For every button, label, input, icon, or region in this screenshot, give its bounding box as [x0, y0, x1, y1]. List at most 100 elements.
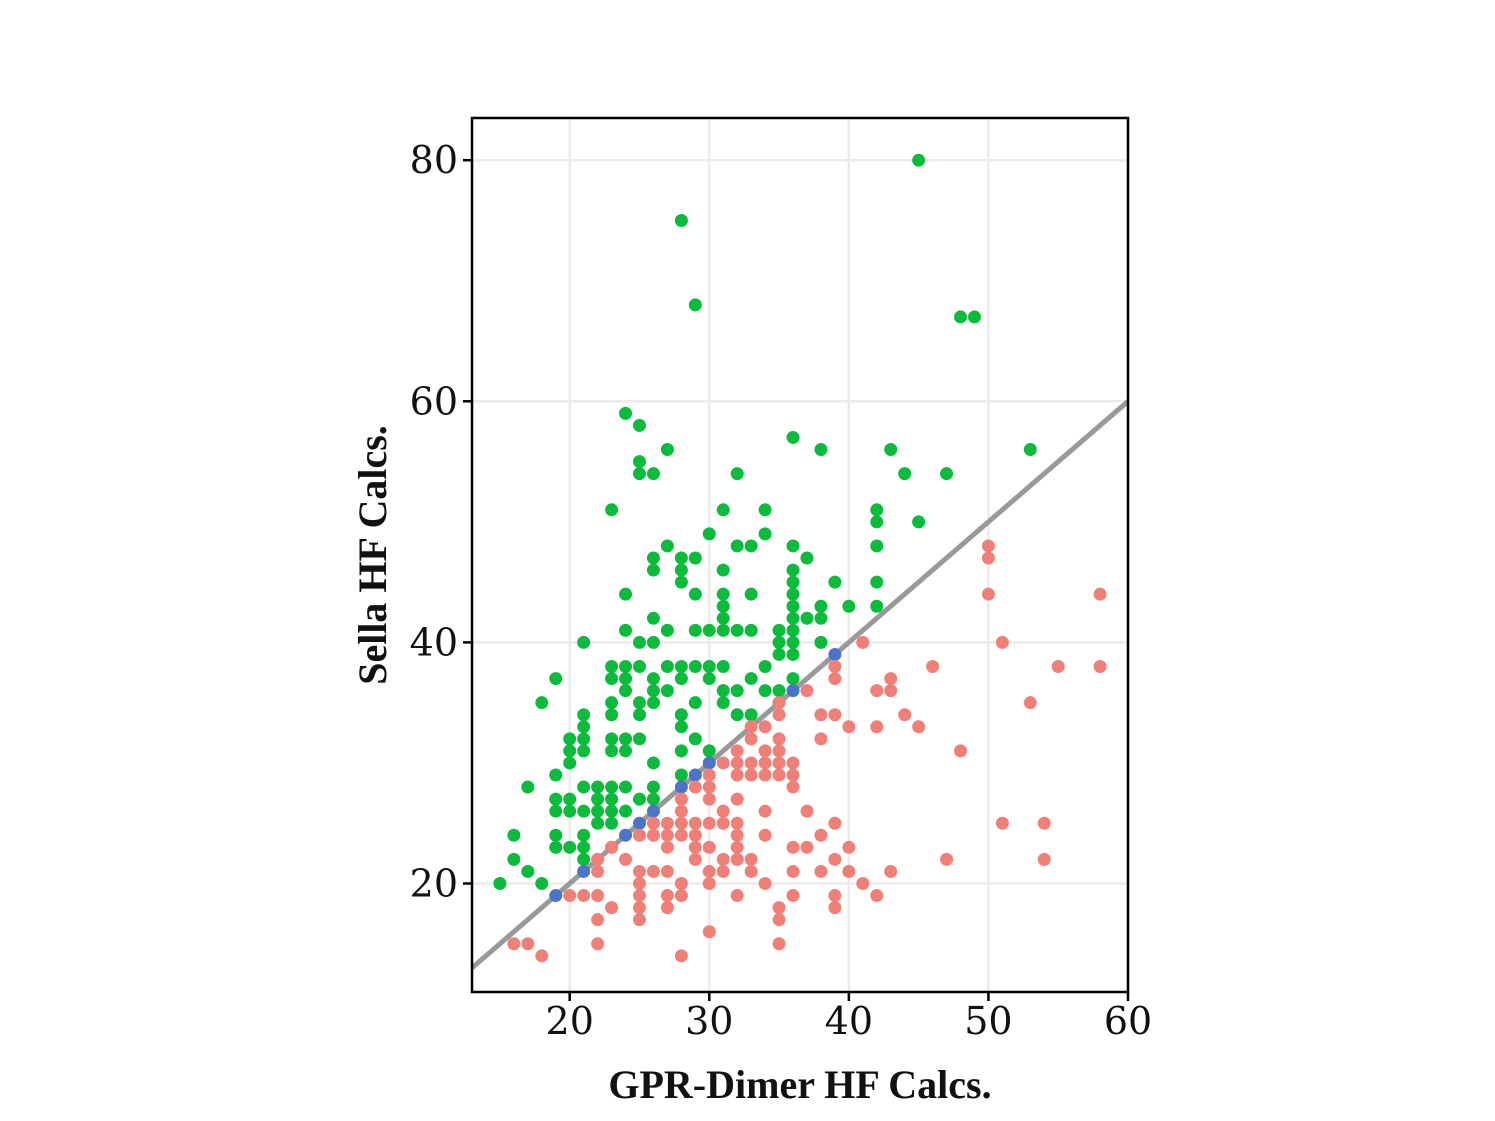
data-point [870, 599, 884, 613]
data-point [674, 804, 688, 818]
data-point [744, 587, 758, 601]
data-point [800, 611, 814, 625]
data-point [660, 828, 674, 842]
data-point [619, 852, 633, 866]
data-point [660, 901, 674, 915]
data-point [632, 660, 646, 674]
data-point [688, 587, 702, 601]
data-point [786, 539, 800, 553]
data-point [591, 913, 605, 927]
data-point [674, 213, 688, 227]
data-point [730, 768, 744, 782]
data-point [632, 467, 646, 481]
data-point [507, 852, 521, 866]
data-point [786, 587, 800, 601]
data-point [688, 852, 702, 866]
data-point [646, 684, 660, 698]
data-point [856, 877, 870, 891]
data-point [674, 563, 688, 577]
data-point [660, 840, 674, 854]
data-point [828, 889, 842, 903]
data-point [758, 756, 772, 770]
data-point [730, 889, 744, 903]
data-point [912, 153, 926, 167]
data-point [716, 864, 730, 878]
data-point [898, 467, 912, 481]
data-point [758, 720, 772, 734]
data-point [1037, 852, 1051, 866]
data-point [842, 864, 856, 878]
data-point [619, 623, 633, 637]
data-point [870, 720, 884, 734]
data-point [842, 840, 856, 854]
data-point [842, 720, 856, 734]
data-point [688, 768, 702, 782]
data-point [674, 828, 688, 842]
data-point [870, 684, 884, 698]
data-point [814, 828, 828, 842]
data-point [563, 732, 577, 746]
y-axis-title: Sella HF Calcs. [350, 425, 395, 685]
data-point [995, 816, 1009, 830]
data-point [660, 816, 674, 830]
data-point [646, 780, 660, 794]
data-point [632, 913, 646, 927]
data-point [591, 816, 605, 830]
data-point [814, 443, 828, 457]
data-point [814, 864, 828, 878]
data-point [772, 647, 786, 661]
data-points [493, 153, 1107, 963]
data-point [549, 804, 563, 818]
data-point [646, 792, 660, 806]
data-point [716, 852, 730, 866]
data-point [716, 563, 730, 577]
data-point [619, 672, 633, 686]
data-point [842, 599, 856, 613]
data-point [730, 744, 744, 758]
data-point [772, 684, 786, 698]
data-point [772, 696, 786, 710]
data-point [660, 660, 674, 674]
data-point [632, 635, 646, 649]
data-point [535, 877, 549, 891]
data-point [688, 551, 702, 565]
data-point [660, 443, 674, 457]
data-point [535, 696, 549, 710]
data-point [702, 780, 716, 794]
data-point [674, 780, 688, 794]
data-point [591, 864, 605, 878]
data-point [786, 563, 800, 577]
x-tick-label: 50 [964, 999, 1012, 1043]
data-point [758, 660, 772, 674]
data-point [884, 443, 898, 457]
data-point [674, 877, 688, 891]
data-point [632, 816, 646, 830]
data-point [786, 623, 800, 637]
data-point [828, 575, 842, 589]
data-point [577, 708, 591, 722]
data-point [981, 551, 995, 565]
x-axis: 20 30 40 50 60 [546, 992, 1152, 1043]
data-point [730, 816, 744, 830]
data-point [730, 467, 744, 481]
data-point [660, 684, 674, 698]
data-point [549, 840, 563, 854]
data-point [646, 816, 660, 830]
data-point [702, 744, 716, 758]
data-point [674, 551, 688, 565]
data-point [786, 768, 800, 782]
data-point [758, 804, 772, 818]
data-point [1037, 816, 1051, 830]
x-axis-title: GPR-Dimer HF Calcs. [608, 1062, 991, 1107]
data-point [884, 672, 898, 686]
data-point [646, 563, 660, 577]
data-point [758, 503, 772, 517]
data-point [772, 635, 786, 649]
data-point [744, 720, 758, 734]
data-point [716, 611, 730, 625]
data-point [786, 647, 800, 661]
data-point [688, 840, 702, 854]
data-point [786, 864, 800, 878]
data-point [786, 635, 800, 649]
data-point [702, 527, 716, 541]
